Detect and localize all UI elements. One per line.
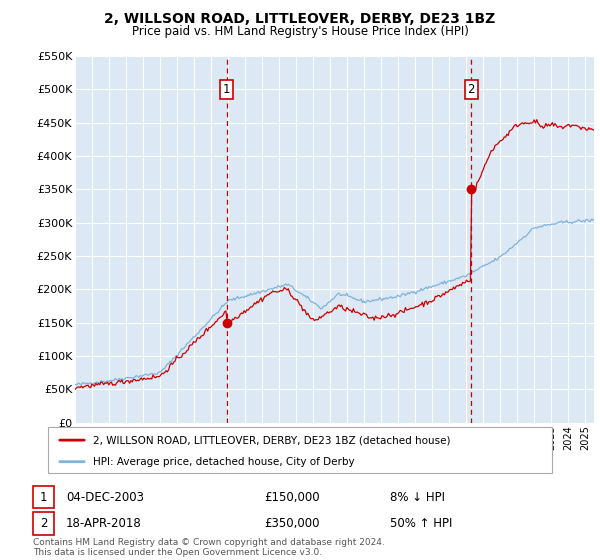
Text: 18-APR-2018: 18-APR-2018 <box>66 517 142 530</box>
Text: 50% ↑ HPI: 50% ↑ HPI <box>390 517 452 530</box>
Text: 1: 1 <box>40 491 47 504</box>
Text: 2, WILLSON ROAD, LITTLEOVER, DERBY, DE23 1BZ: 2, WILLSON ROAD, LITTLEOVER, DERBY, DE23… <box>104 12 496 26</box>
Text: Price paid vs. HM Land Registry's House Price Index (HPI): Price paid vs. HM Land Registry's House … <box>131 25 469 38</box>
Text: 04-DEC-2003: 04-DEC-2003 <box>66 491 144 504</box>
Text: 1: 1 <box>223 83 230 96</box>
Text: 2: 2 <box>40 517 47 530</box>
Text: HPI: Average price, detached house, City of Derby: HPI: Average price, detached house, City… <box>93 457 355 466</box>
Text: This data is licensed under the Open Government Licence v3.0.: This data is licensed under the Open Gov… <box>33 548 322 557</box>
Text: 2, WILLSON ROAD, LITTLEOVER, DERBY, DE23 1BZ (detached house): 2, WILLSON ROAD, LITTLEOVER, DERBY, DE23… <box>93 435 451 445</box>
Text: £150,000: £150,000 <box>264 491 320 504</box>
Text: £350,000: £350,000 <box>264 517 320 530</box>
Text: 2: 2 <box>467 83 475 96</box>
Text: Contains HM Land Registry data © Crown copyright and database right 2024.: Contains HM Land Registry data © Crown c… <box>33 538 385 547</box>
Text: 8% ↓ HPI: 8% ↓ HPI <box>390 491 445 504</box>
